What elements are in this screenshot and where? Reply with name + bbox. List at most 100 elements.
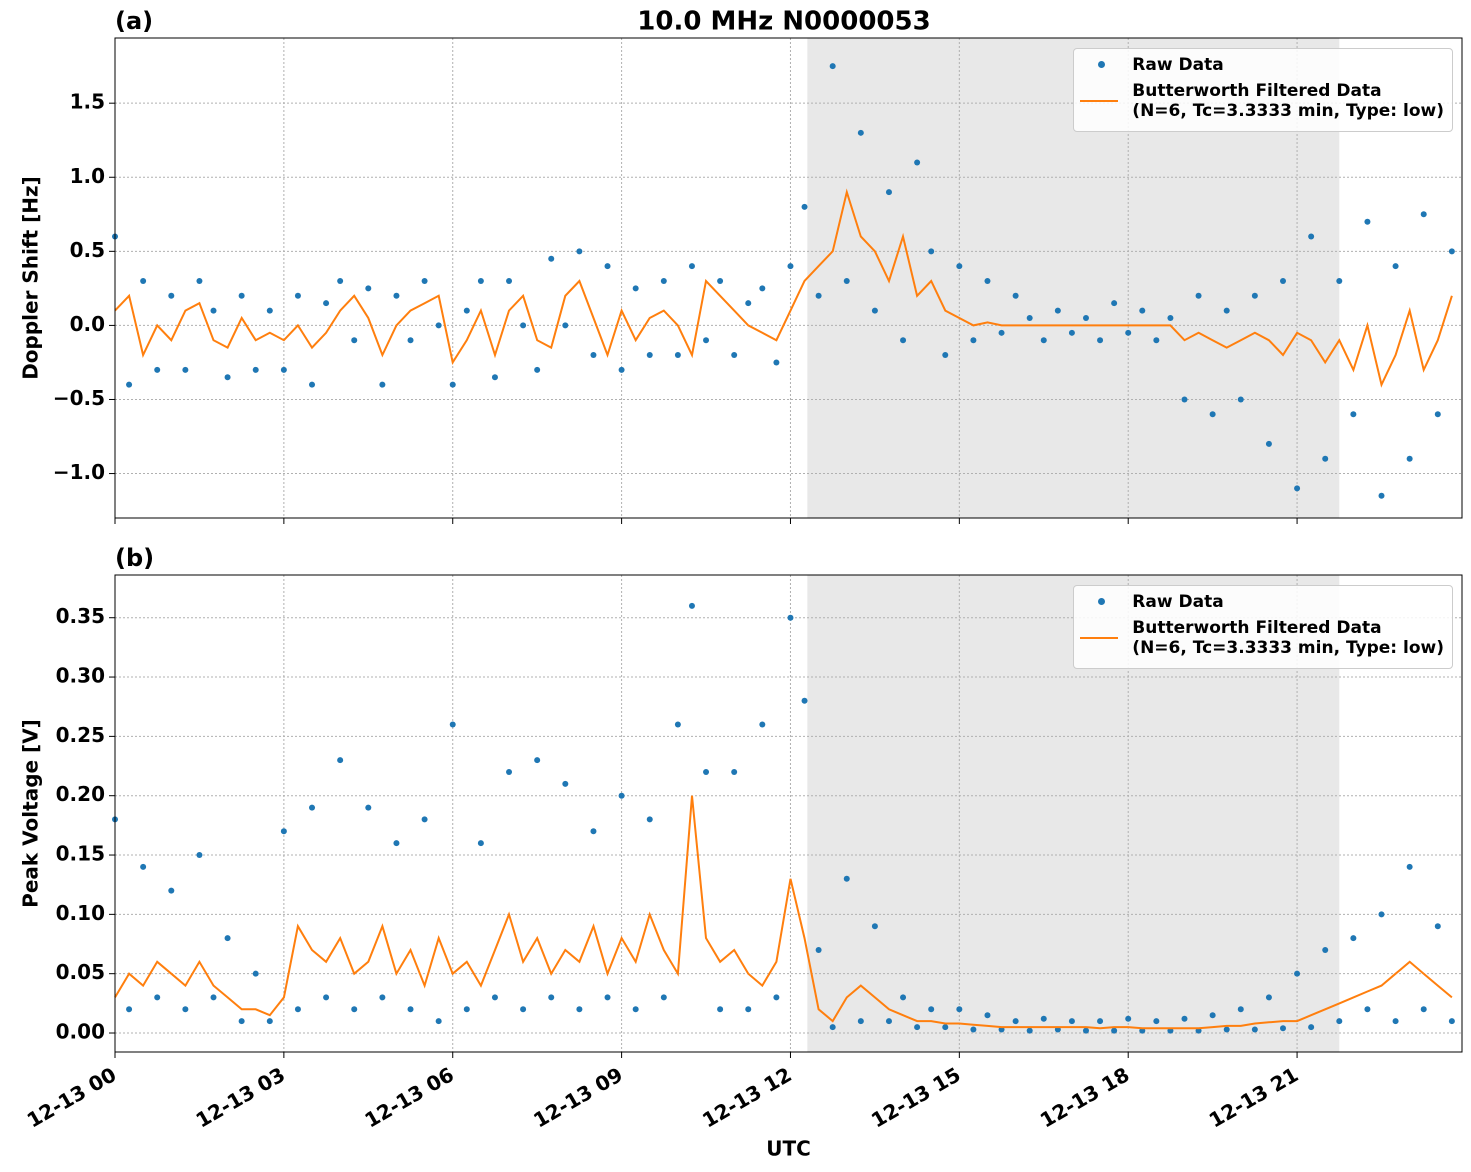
raw-point xyxy=(787,614,794,621)
raw-point xyxy=(323,300,330,307)
raw-point xyxy=(1406,455,1413,462)
raw-point xyxy=(928,248,935,255)
raw-point xyxy=(660,994,667,1001)
raw-point xyxy=(224,935,231,942)
legend-symbol xyxy=(1080,637,1119,639)
raw-point xyxy=(1026,315,1033,321)
raw-point xyxy=(717,1006,724,1013)
raw-point xyxy=(534,366,541,373)
raw-point xyxy=(703,768,710,775)
raw-point xyxy=(590,828,597,835)
raw-point xyxy=(1420,1006,1427,1013)
legend: Raw Data Butterworth Filtered Data (N=6, … xyxy=(1073,585,1453,669)
y-tick-label: 0.0 xyxy=(70,312,105,336)
raw-point xyxy=(266,307,273,314)
raw-point xyxy=(548,255,555,262)
raw-point xyxy=(970,337,977,344)
plot-frame xyxy=(114,574,1463,1053)
raw-point xyxy=(407,337,414,344)
raw-point xyxy=(126,1006,133,1013)
x-axis-label: UTC xyxy=(766,1137,811,1161)
raw-point xyxy=(196,277,203,284)
raw-point xyxy=(871,307,878,314)
x-tick-label: 12-13 12 xyxy=(698,1062,796,1132)
raw-point xyxy=(1181,396,1188,403)
raw-point xyxy=(1195,292,1202,299)
x-tick-label: 12-13 09 xyxy=(529,1062,627,1132)
raw-point xyxy=(914,159,921,166)
raw-point xyxy=(196,852,203,859)
raw-point xyxy=(1251,1026,1258,1033)
raw-point xyxy=(1040,337,1047,344)
raw-point xyxy=(1294,485,1301,492)
raw-point xyxy=(309,804,316,811)
raw-point xyxy=(309,381,316,388)
raw-point xyxy=(1378,911,1385,918)
raw-point xyxy=(688,602,695,609)
raw-point xyxy=(1350,411,1357,418)
raw-point xyxy=(1111,300,1118,307)
raw-point xyxy=(534,757,541,764)
raw-point xyxy=(829,63,836,70)
raw-point xyxy=(154,994,161,1001)
raw-point xyxy=(857,1018,864,1025)
raw-point xyxy=(435,1018,442,1025)
raw-point xyxy=(1392,263,1399,270)
raw-point xyxy=(618,792,625,799)
raw-point xyxy=(1265,440,1272,447)
raw-point xyxy=(885,189,892,196)
raw-point xyxy=(224,374,231,381)
raw-point xyxy=(1026,1027,1033,1034)
raw-point xyxy=(871,923,878,930)
raw-point xyxy=(562,780,569,787)
raw-point xyxy=(984,277,991,284)
raw-point xyxy=(379,381,386,388)
raw-point xyxy=(576,1006,583,1013)
raw-point xyxy=(1209,1012,1216,1019)
raw-point xyxy=(506,768,513,775)
raw-point xyxy=(1448,248,1455,255)
raw-point xyxy=(126,381,133,388)
raw-point xyxy=(801,203,808,210)
raw-point xyxy=(1350,935,1357,942)
raw-point xyxy=(154,366,161,373)
raw-point xyxy=(379,994,386,1001)
raw-point xyxy=(1209,411,1216,418)
raw-point xyxy=(1322,946,1329,953)
raw-point xyxy=(435,322,442,329)
raw-point xyxy=(520,322,527,329)
raw-point xyxy=(337,757,344,764)
raw-point xyxy=(238,292,245,299)
raw-point xyxy=(1125,1015,1132,1022)
raw-point xyxy=(773,994,780,1001)
legend-symbol xyxy=(1080,100,1119,102)
raw-point xyxy=(365,285,372,292)
raw-point xyxy=(182,366,189,373)
raw-point xyxy=(717,277,724,284)
raw-point xyxy=(815,292,822,299)
raw-point xyxy=(1237,396,1244,403)
y-tick-label: −1.0 xyxy=(53,460,105,484)
raw-point xyxy=(956,1006,963,1013)
raw-point xyxy=(351,337,358,344)
x-tick-label: 12-13 21 xyxy=(1205,1062,1303,1132)
raw-point xyxy=(688,263,695,270)
legend-label: Raw Data xyxy=(1132,55,1224,75)
raw-point xyxy=(1068,1018,1075,1025)
raw-point xyxy=(463,1006,470,1013)
raw-point xyxy=(745,300,752,307)
raw-point xyxy=(1040,1015,1047,1022)
raw-point xyxy=(294,292,301,299)
raw-point xyxy=(1294,970,1301,977)
x-tick-label: 12-13 06 xyxy=(360,1062,458,1132)
raw-point xyxy=(1308,233,1315,240)
raw-point xyxy=(1153,1018,1160,1025)
raw-point xyxy=(576,248,583,255)
raw-point xyxy=(646,816,653,823)
raw-point xyxy=(1336,1018,1343,1025)
raw-point xyxy=(210,994,217,1001)
raw-point xyxy=(970,1026,977,1033)
x-tick-label: 12-13 00 xyxy=(23,1062,121,1132)
raw-point xyxy=(252,366,259,373)
raw-point xyxy=(1068,329,1075,336)
